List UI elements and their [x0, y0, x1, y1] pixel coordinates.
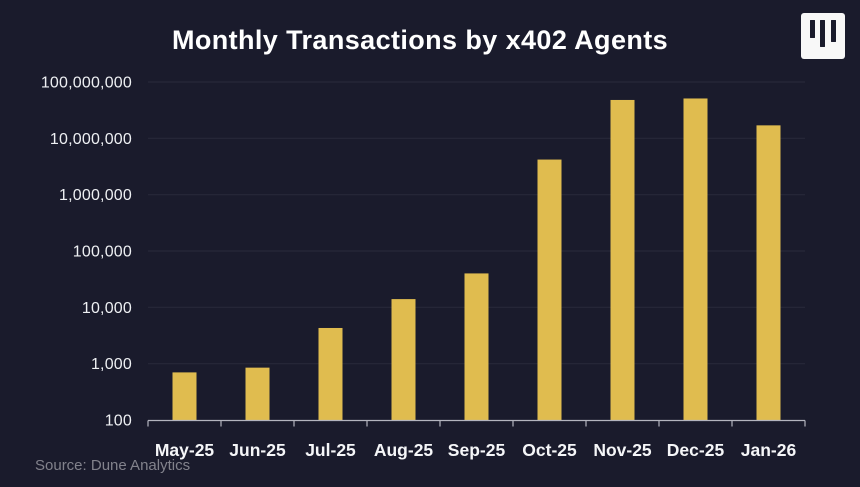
y-tick-label: 100	[105, 413, 132, 430]
logo-bar-right	[831, 20, 836, 42]
chart-title: Monthly Transactions by x402 Agents	[171, 25, 669, 55]
y-tick-label: 100,000,000	[41, 75, 132, 92]
y-tick-label: 10,000,000	[50, 131, 132, 148]
x-tick-label: Aug-25	[374, 440, 434, 460]
x-tick-label: Jul-25	[305, 440, 356, 460]
y-tick-label: 10,000	[82, 300, 132, 317]
bar-Jun-25	[245, 367, 270, 420]
x-tick-label: Oct-25	[522, 440, 577, 460]
y-tick-label: 1,000	[91, 356, 132, 373]
x-tick-label: Jan-26	[741, 440, 797, 460]
bar-Oct-25	[537, 159, 562, 421]
x-tick-label: Dec-25	[667, 440, 725, 460]
logo-bar-left	[810, 20, 815, 38]
bar-May-25	[172, 372, 197, 420]
y-tick-label: 100,000	[73, 244, 132, 261]
x-tick-label: Nov-25	[593, 440, 652, 460]
source-caption: Source: Dune Analytics	[35, 457, 191, 474]
x-tick-label: May-25	[155, 440, 215, 460]
logo-bar-middle	[820, 20, 825, 47]
bar-Nov-25	[610, 99, 635, 421]
bar-Dec-25	[683, 98, 708, 421]
x-tick-label: Sep-25	[448, 440, 506, 460]
bar-Aug-25	[391, 299, 416, 420]
x-tick-label: Jun-25	[229, 440, 286, 460]
y-tick-label: 1,000,000	[59, 187, 132, 204]
bar-Jan-26	[756, 125, 781, 420]
three-bars-logo-icon	[801, 13, 845, 59]
bar-Jul-25	[318, 327, 343, 420]
bar-Sep-25	[464, 273, 489, 420]
